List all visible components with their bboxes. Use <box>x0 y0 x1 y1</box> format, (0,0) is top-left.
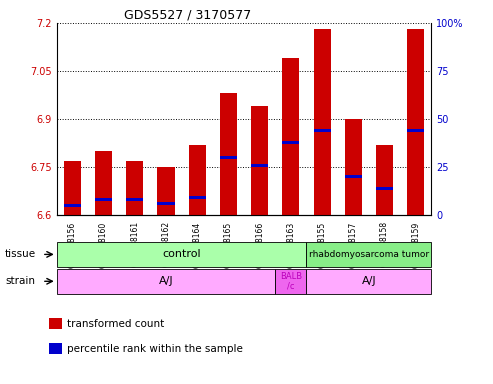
Bar <box>282 58 299 215</box>
Bar <box>407 129 424 132</box>
Text: control: control <box>162 249 201 260</box>
Bar <box>64 161 81 215</box>
Text: tissue: tissue <box>5 249 36 260</box>
Bar <box>64 204 81 207</box>
Text: A/J: A/J <box>362 276 376 286</box>
Bar <box>57 242 307 267</box>
Bar <box>407 30 424 215</box>
Bar <box>189 145 206 215</box>
Bar <box>220 156 237 159</box>
Bar <box>376 187 393 190</box>
Bar <box>282 141 299 144</box>
Bar <box>251 106 268 215</box>
Bar <box>345 175 362 178</box>
Bar <box>95 151 112 215</box>
Bar <box>307 242 431 267</box>
Bar <box>220 93 237 215</box>
Text: A/J: A/J <box>159 276 173 286</box>
Bar <box>126 198 143 201</box>
Bar <box>275 269 307 294</box>
Bar <box>314 129 331 132</box>
Bar <box>126 161 143 215</box>
Bar <box>189 196 206 199</box>
Bar <box>376 145 393 215</box>
Bar <box>345 119 362 215</box>
Text: BALB
/c: BALB /c <box>280 271 302 291</box>
Text: transformed count: transformed count <box>67 319 164 329</box>
Bar <box>157 167 175 215</box>
Text: strain: strain <box>5 276 35 286</box>
Bar <box>314 30 331 215</box>
Bar <box>57 269 275 294</box>
Bar <box>157 202 175 205</box>
Bar <box>251 164 268 167</box>
Text: rhabdomyosarcoma tumor: rhabdomyosarcoma tumor <box>309 250 429 259</box>
Bar <box>95 198 112 201</box>
Text: percentile rank within the sample: percentile rank within the sample <box>67 344 243 354</box>
Title: GDS5527 / 3170577: GDS5527 / 3170577 <box>124 9 251 22</box>
Bar <box>307 269 431 294</box>
